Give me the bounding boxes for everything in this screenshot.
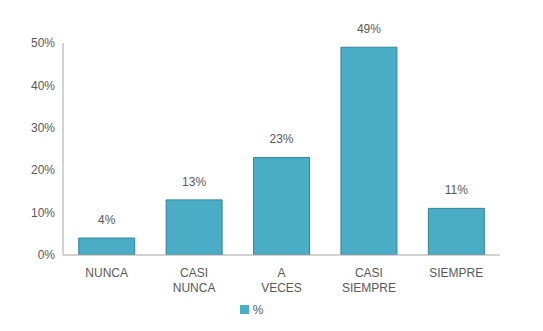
svg-text:13%: 13% <box>182 175 206 189</box>
svg-text:30%: 30% <box>31 121 55 135</box>
svg-text:CASISIEMPRE: CASISIEMPRE <box>342 266 396 295</box>
svg-text:49%: 49% <box>357 22 381 36</box>
svg-text:CASINUNCA: CASINUNCA <box>173 266 216 295</box>
svg-text:20%: 20% <box>31 163 55 177</box>
svg-text:NUNCA: NUNCA <box>85 266 128 280</box>
svg-text:4%: 4% <box>98 213 116 227</box>
svg-text:40%: 40% <box>31 79 55 93</box>
svg-text:10%: 10% <box>31 206 55 220</box>
svg-text:SIEMPRE: SIEMPRE <box>429 266 483 280</box>
svg-text:50%: 50% <box>31 36 55 50</box>
svg-text:AVECES: AVECES <box>261 266 302 295</box>
svg-text:23%: 23% <box>270 132 294 146</box>
svg-text:0%: 0% <box>38 248 56 262</box>
svg-text:11%: 11% <box>445 183 468 197</box>
